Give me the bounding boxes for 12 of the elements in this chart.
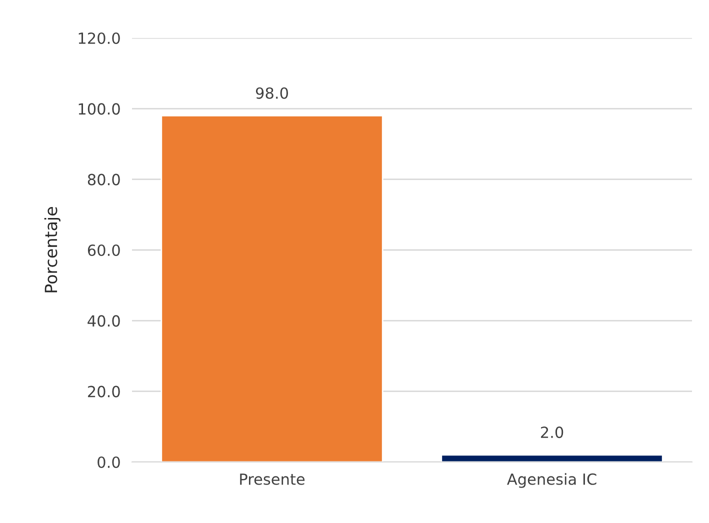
- y-axis-title: Porcentaje: [44, 207, 60, 292]
- data-label: 98.0: [256, 87, 288, 99]
- y-tick-label: 20.0: [88, 386, 120, 398]
- x-tick-label: Agenesia IC: [507, 473, 596, 488]
- y-tick-label: 40.0: [88, 315, 120, 327]
- y-tick-label: 0.0: [98, 456, 120, 468]
- x-tick-label: Presente: [240, 474, 305, 485]
- y-tick-label: 80.0: [88, 174, 120, 186]
- y-tick-label: 100.0: [78, 103, 120, 115]
- data-label: 2.0: [540, 426, 564, 438]
- y-tick-label: 60.0: [88, 244, 120, 256]
- y-tick-label: 120.0: [78, 32, 120, 44]
